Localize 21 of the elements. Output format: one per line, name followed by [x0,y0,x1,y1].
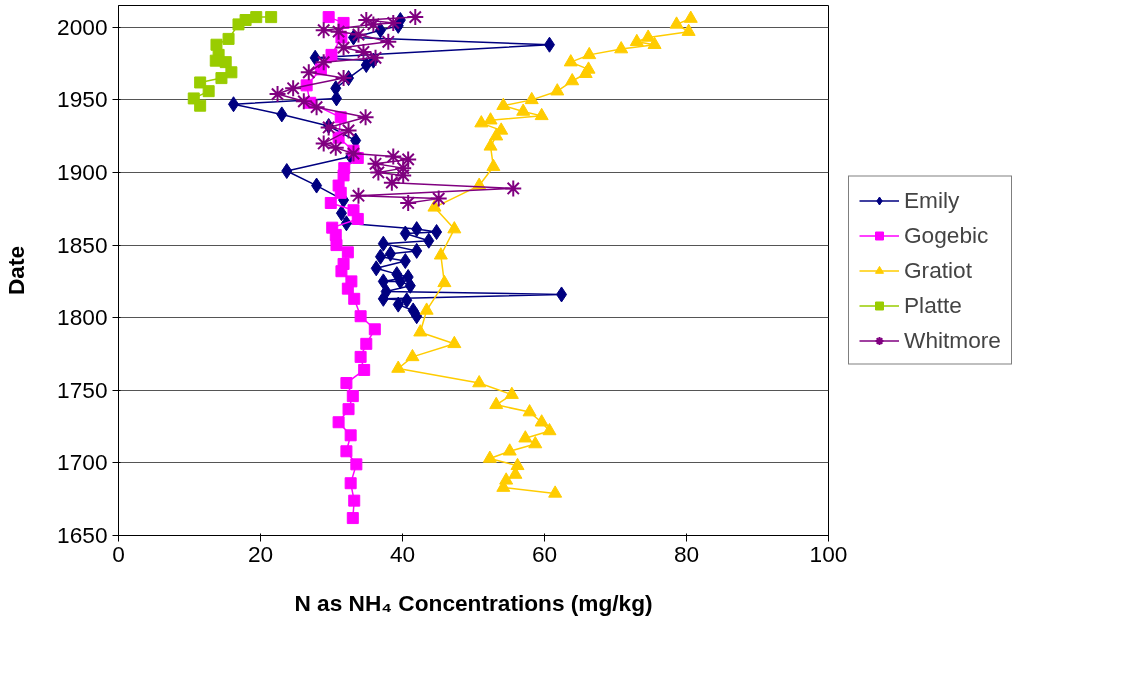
y-tick-label: 1850 [57,231,108,258]
legend-label: Emily [904,186,960,214]
legend-label: Gogebic [904,221,989,249]
y-tick-label: 2000 [57,13,108,40]
legend-label: Gratiot [904,256,972,284]
x-tick-label: 80 [673,540,700,567]
y-tick-label: 1900 [57,158,108,185]
x-tick-label: 0 [112,540,125,567]
x-tick-label: 60 [531,540,558,567]
y-tick-label: 1950 [57,86,108,113]
x-tick-label: 100 [809,540,848,567]
x-tick-label: 20 [247,540,274,567]
y-tick-label: 1650 [57,522,108,548]
y-tick-label: 1800 [57,304,108,331]
y-axis-title: Date [3,245,30,296]
x-tick-label: 40 [389,540,416,567]
legend-label: Platte [904,291,962,319]
y-tick-label: 1750 [57,376,108,403]
legend-label: Whitmore [904,326,1001,354]
x-axis-title: N as NH₄ Concentrations (mg/kg) [294,589,653,616]
y-tick-label: 1700 [57,449,108,476]
